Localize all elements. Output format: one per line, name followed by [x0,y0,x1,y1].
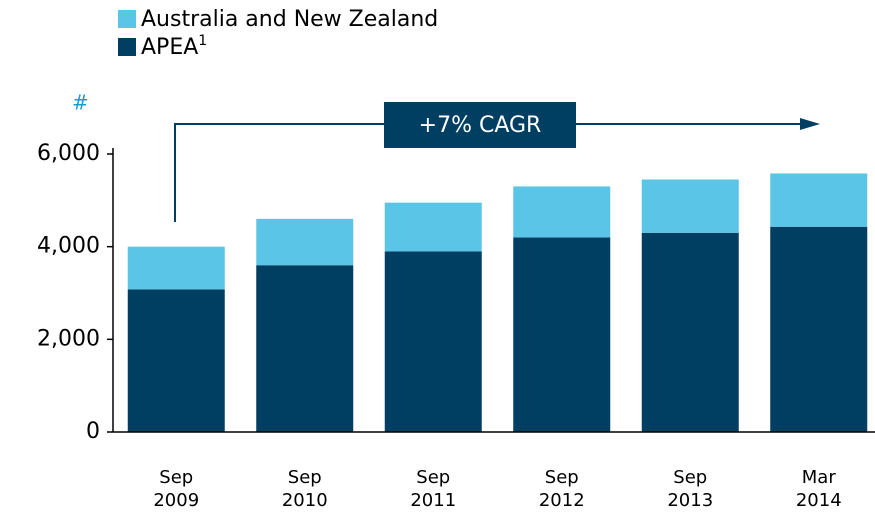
y-tick-label: 2,000 [37,326,100,351]
bar-segment [384,202,482,252]
x-tick-label: Sep 2010 [281,467,328,511]
plot [127,173,868,432]
y-tick-label: 4,000 [37,234,100,259]
arrow-head [800,118,820,130]
legend-label: APEA1 [141,33,207,60]
x-tick-label: Sep 2009 [153,467,200,511]
y-axis-label: # [72,91,89,115]
y-tick-label: 6,000 [37,141,100,166]
x-tick-label: Mar 2014 [795,467,842,511]
y-tick-label: 0 [86,419,100,444]
bar-segment [256,265,354,432]
x-tick-label: Sep 2011 [410,467,457,511]
bar-segment [256,218,354,266]
bar-segment [513,186,611,238]
annotation-box [384,102,576,148]
bar-segment [770,173,868,227]
bar-segment [641,179,739,233]
bar-segment [384,251,482,432]
bar-segment [770,226,868,432]
bar-segment [127,246,225,290]
legend-swatch [118,38,136,56]
legend-swatch [118,10,136,28]
x-tick-label: Sep 2013 [667,467,714,511]
x-tick-label: Sep 2012 [538,467,585,511]
bar-segment [513,237,611,432]
legend-text: APEA [141,35,198,60]
bar-segment [127,289,225,432]
cagr-arrow [174,123,800,222]
legend-footnote: 1 [198,33,207,49]
legend-label: Australia and New Zealand [141,7,438,32]
bar-segment [641,232,739,432]
annotation: +7% CAGR [419,113,542,138]
